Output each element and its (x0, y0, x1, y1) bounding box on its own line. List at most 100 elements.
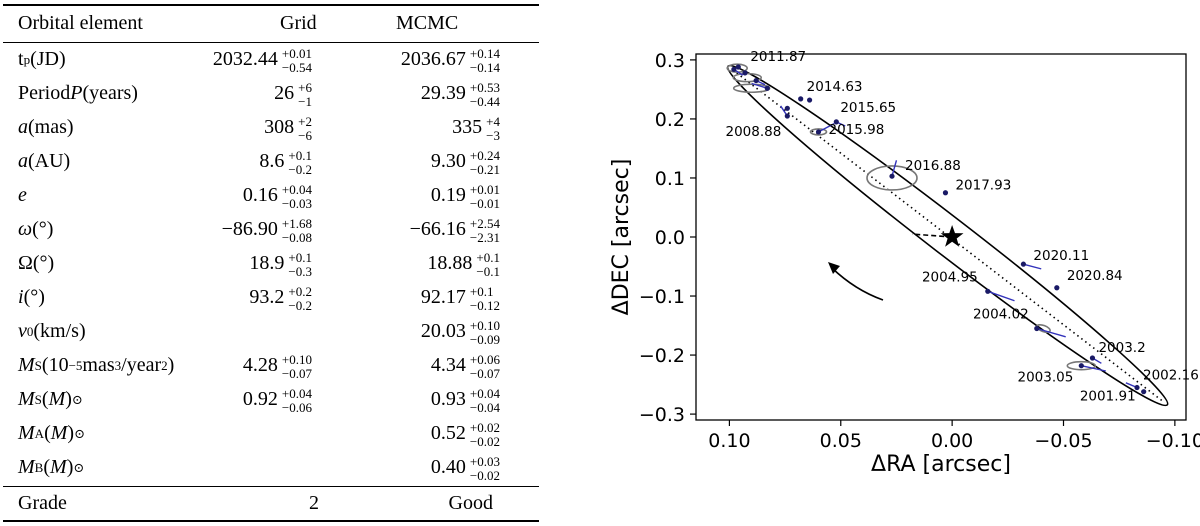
grid-value-a-au: 8.6 +0.1 −0.2 (259, 145, 312, 178)
mcmc-value-i: 92.17 +0.1 −0.12 (421, 281, 500, 314)
upper-error: +0.1 (288, 249, 312, 265)
periastron-line (911, 233, 953, 238)
label-part: a (18, 116, 28, 138)
label-part: a (18, 150, 28, 172)
label-part: M (50, 456, 67, 478)
data-point (735, 64, 741, 70)
upper-error: +0.24 (469, 147, 500, 163)
label-part: ω (18, 218, 33, 240)
table-row: i (°) 93.2 +0.2 −0.2 92.17 +0.1 −0.12 (0, 281, 545, 314)
point-label: 2016.88 (905, 158, 961, 174)
lower-error: −0.14 (469, 59, 500, 75)
table-row: ω (°) −86.90 +1.68 −0.08 −66.16 +2.54 −2.31 (0, 213, 545, 246)
direction-arrow-curve (831, 267, 884, 301)
x-tick-label: −0.10 (1146, 430, 1200, 452)
label-part: e (18, 184, 27, 206)
upper-error: +0.04 (469, 385, 500, 401)
error-ellipse (866, 165, 918, 191)
label-part: ) (67, 422, 75, 444)
lower-error: −0.02 (469, 433, 500, 449)
label-a-mas: a (mas) (18, 111, 74, 144)
table-top-rule (3, 4, 539, 6)
upper-error: +0.14 (469, 45, 500, 61)
grid-value-i: 93.2 +0.2 −0.2 (249, 281, 312, 314)
lower-error: −0.21 (469, 161, 500, 177)
error-bounds: +0.01 −0.54 (282, 46, 312, 75)
residual-line (1036, 327, 1066, 338)
table-grade-rule (3, 486, 539, 487)
table-row: Period P (years) 26 +6 −1 29.39 +0.53 −0.44 (0, 77, 545, 110)
label-part: (km/s) (33, 320, 86, 342)
upper-error: +0.01 (469, 181, 500, 197)
residual-line (987, 290, 1015, 302)
label-part: ⊙ (73, 459, 85, 475)
error-bounds: +4 −3 (486, 114, 500, 143)
upper-error: +0.04 (281, 385, 312, 401)
label-part: (JD) (30, 48, 66, 70)
upper-error: +0.10 (469, 317, 500, 333)
error-ellipse (809, 128, 828, 136)
value: 0.19 (430, 184, 466, 206)
data-point (798, 96, 804, 102)
upper-error: +0.03 (469, 453, 500, 469)
y-tick-label: 0.2 (655, 109, 685, 131)
label-part: −5 (68, 357, 83, 373)
lower-error: −0.3 (288, 263, 312, 279)
label-part: ) (167, 354, 175, 376)
table-row: a (AU) 8.6 +0.1 −0.2 9.30 +0.24 −0.21 (0, 145, 545, 178)
mcmc-value-a-mas: 335 +4 −3 (452, 111, 500, 144)
residual-line (1081, 365, 1106, 372)
upper-error: +2.54 (469, 215, 500, 231)
label-omega: ω (°) (18, 213, 53, 246)
upper-error: +0.53 (469, 79, 500, 95)
error-bounds: +0.03 −0.02 (469, 453, 500, 483)
data-point (889, 173, 895, 179)
label-part: 2 (161, 357, 168, 373)
mcmc-value-ma: 0.52 +0.02 −0.02 (431, 417, 500, 450)
label-part: Ω (18, 252, 33, 274)
error-bounds: +1.68 −0.08 (282, 216, 312, 245)
grid-value-period: 26 +6 −1 (274, 77, 312, 110)
axis-ticks: 0.10 0.05 0.00 −0.05 −0.10 0.3 0.2 0.1 0.0 −0.1 −0… (639, 50, 1200, 452)
y-tick-label: −0.2 (639, 345, 685, 367)
lower-error: −0.2 (288, 297, 312, 313)
error-ellipse (1066, 360, 1097, 371)
error-bounds: +0.06 −0.07 (470, 352, 500, 381)
value: 8.6 (259, 150, 285, 172)
table-grade-row: Grade 2 Good (0, 487, 545, 520)
lower-error: −6 (298, 127, 312, 143)
lower-error: −0.44 (469, 93, 500, 109)
upper-error: +6 (298, 79, 312, 95)
upper-error: +0.10 (281, 351, 312, 367)
value: 4.34 (430, 354, 466, 376)
x-tick-label: 0.05 (820, 430, 862, 452)
data-point (1089, 355, 1096, 361)
value: 0.40 (430, 456, 466, 478)
point-label: 2002.16 (1143, 368, 1199, 384)
point-label: 2011.87 (750, 49, 806, 65)
data-point (1020, 261, 1027, 267)
lower-error: −0.06 (281, 399, 312, 415)
label-part: t (18, 48, 24, 70)
value: 18.9 (249, 252, 285, 274)
error-bounds: +0.53 −0.44 (469, 79, 500, 109)
label-part: 0 (26, 323, 34, 339)
label-i: i (°) (18, 281, 45, 314)
label-part: B (34, 459, 44, 475)
lower-error: −3 (486, 127, 500, 143)
grid-value-omega: −86.90 +1.68 −0.08 (222, 213, 312, 246)
error-bounds: +0.02 −0.02 (469, 420, 500, 449)
residual-line (751, 82, 768, 89)
mcmc-value-a-au: 9.30 +0.24 −0.21 (431, 145, 500, 178)
label-part: S (34, 391, 42, 407)
data-point (784, 105, 790, 111)
grid-value-ms-mas: 4.28 +0.10 −0.07 (243, 349, 312, 382)
upper-error: +0.1 (476, 249, 500, 265)
data-point (1134, 384, 1140, 391)
error-bounds: +0.1 −0.2 (288, 148, 312, 177)
